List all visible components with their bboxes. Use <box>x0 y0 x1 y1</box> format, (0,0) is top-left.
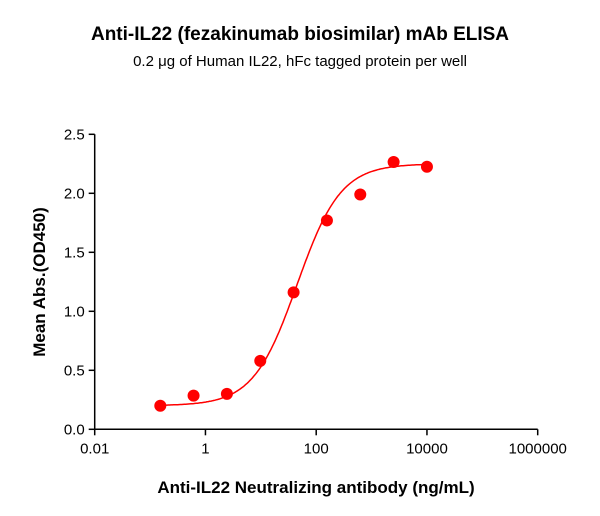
chart-subtitle: 0.2 μg of Human IL22, hFc tagged protein… <box>133 53 467 70</box>
y-tick-label: 0.5 <box>64 362 85 379</box>
x-tick-label: 100 <box>304 440 329 457</box>
y-tick-label: 0.0 <box>64 421 85 438</box>
data-point <box>154 399 167 412</box>
x-tick-label: 1000000 <box>508 440 566 457</box>
data-point <box>354 188 367 201</box>
chart-title: Anti-IL22 (fezakinumab biosimilar) mAb E… <box>90 24 510 45</box>
data-point <box>187 389 200 402</box>
x-tick-label: 10000 <box>406 440 448 457</box>
y-tick-label: 2.5 <box>64 126 85 143</box>
x-axis-label: Anti-IL22 Neutralizing antibody (ng/mL) <box>157 478 474 497</box>
data-point <box>387 156 400 169</box>
data-point <box>287 286 300 299</box>
y-tick-label: 2.0 <box>64 185 85 202</box>
x-tick-label: 0.01 <box>80 440 109 457</box>
y-tick-label: 1.5 <box>64 244 85 261</box>
y-axis-label: Mean Abs.(OD450) <box>30 207 49 357</box>
data-point <box>320 214 333 227</box>
fit-curve <box>160 163 428 406</box>
x-tick-label: 1 <box>201 440 209 457</box>
data-point <box>254 354 267 367</box>
y-tick-label: 1.0 <box>64 303 85 320</box>
data-point <box>220 387 233 400</box>
data-point <box>420 160 433 173</box>
